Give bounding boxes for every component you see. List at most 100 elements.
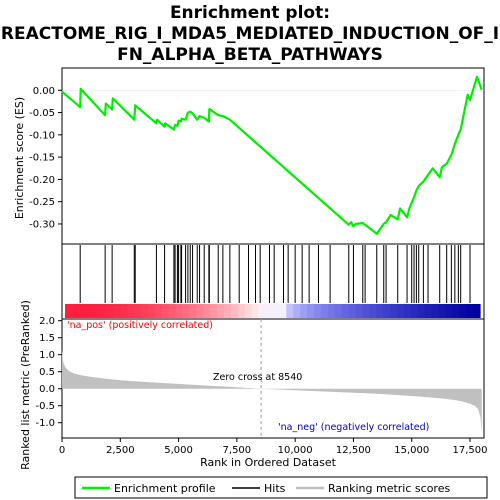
metric-y-tick-label: -1.0 (35, 418, 55, 429)
neg-correlated-label: 'na_neg' (negatively correlated) (278, 422, 429, 433)
es-y-tick-label: 0.00 (33, 86, 55, 97)
metric-y-axis-label: Ranked list metric (PreRanked) (19, 300, 32, 470)
ranking-color-bar-segment (154, 304, 163, 318)
title-line-3: FN_ALPHA_BETA_PATHWAYS (117, 45, 383, 65)
ranking-color-bar-segment (168, 304, 177, 318)
ranking-color-bar-segment (224, 304, 232, 318)
ranking-color-bar-segment (362, 304, 370, 318)
legend-hits-label: Hits (264, 482, 286, 495)
ranking-color-bar-segment (396, 304, 405, 318)
ranking-color-bar-segment (327, 304, 336, 318)
ranking-color-bar-segment (293, 304, 301, 318)
x-axis-label: Rank in Ordered Dataset (200, 456, 337, 469)
es-y-tick-label: -0.10 (29, 130, 55, 141)
es-y-tick-label: -0.15 (29, 153, 55, 164)
ranking-color-bar-segment (92, 304, 101, 318)
ranking-color-bar-segment (390, 304, 398, 318)
ranking-color-bar-segment (65, 304, 73, 318)
ranking-color-bar-segment (403, 304, 412, 318)
es-y-tick-label: -0.30 (29, 219, 55, 230)
ranking-color-bar-segment (417, 304, 426, 318)
ranking-color-bar-segment (341, 304, 350, 318)
ranking-color-bar-segment (369, 304, 377, 318)
ranking-color-bar-segment (196, 304, 204, 318)
ranking-color-bar-segment (127, 304, 135, 318)
x-tick-label: 7,500 (223, 445, 252, 456)
pos-correlated-label: 'na_pos' (positively correlated) (67, 320, 213, 331)
es-y-tick-label: -0.20 (29, 175, 55, 186)
x-tick-label: 5,000 (164, 445, 193, 456)
legend: Enrichment profile Hits Ranking metric s… (74, 476, 488, 499)
ranking-color-bar-segment (237, 304, 246, 318)
ranking-color-bar-segment (355, 304, 364, 318)
ranking-color-bar-segment (230, 304, 239, 318)
x-tick-label: 0 (59, 445, 65, 456)
ranking-color-bar-segment (244, 304, 253, 318)
ranking-color-bar-segment (147, 304, 156, 318)
ranking-color-bar-segment (71, 304, 80, 318)
ranking-color-bar-segment (210, 304, 218, 318)
ranking-color-bar-segment (279, 304, 287, 318)
ranking-color-bar-segment (376, 304, 384, 318)
ranking-color-bar-segment (217, 304, 225, 318)
ranking-color-bar-segment (258, 304, 267, 318)
ranking-color-bar-segment (473, 304, 481, 318)
ranking-color-bar-segment (120, 304, 128, 318)
ranking-color-bar-segment (424, 304, 433, 318)
metric-y-tick-label: 0.5 (39, 367, 55, 378)
ranking-color-bar-segment (85, 304, 94, 318)
ranking-color-bar-segment (286, 304, 294, 318)
ranking-color-bar-segment (348, 304, 357, 318)
zero-cross-label: Zero cross at 8540 (213, 372, 302, 383)
ranking-color-bar-segment (320, 304, 329, 318)
ranking-color-bar-segment (438, 304, 447, 318)
x-tick-label: 12,500 (336, 445, 371, 456)
legend-enrichment-label: Enrichment profile (114, 482, 216, 495)
ranking-color-bar-segment (113, 304, 122, 318)
ranking-color-bar-segment (265, 304, 274, 318)
title-line-1: Enrichment plot: (170, 3, 330, 23)
ranking-color-bar-segment (307, 304, 315, 318)
ranking-color-bar-segment (161, 304, 170, 318)
x-tick-label: 2,500 (106, 445, 135, 456)
x-tick-label: 17,500 (453, 445, 488, 456)
ranking-color-bar-segment (189, 304, 198, 318)
ranking-color-bar-segment (459, 304, 467, 318)
ranking-metric-area (62, 349, 482, 433)
ranking-color-bar-segment (182, 304, 191, 318)
ranking-color-bar-segment (251, 304, 260, 318)
ranking-color-bar-segment (203, 304, 211, 318)
x-tick-label: 10,000 (278, 445, 313, 456)
ranking-color-bar-segment (300, 304, 308, 318)
es-y-axis-label: Enrichment score (ES) (13, 97, 26, 219)
enrichment-panel-frame (61, 67, 485, 245)
ranking-color-bar-segment (99, 304, 108, 318)
ranking-color-bar-segment (106, 304, 115, 318)
legend-frame (74, 476, 488, 499)
ranking-color-bar-segment (466, 304, 474, 318)
ranking-color-bar-segment (78, 304, 87, 318)
enrichment-profile-line (61, 75, 483, 235)
ranking-color-bar-segment (134, 304, 142, 318)
es-y-tick-label: -0.05 (29, 108, 55, 119)
ranking-color-bar-segment (175, 304, 184, 318)
metric-y-tick-label: 2.0 (39, 316, 55, 327)
ranking-color-bar-segment (272, 304, 281, 318)
ranking-color-bar-segment (141, 304, 149, 318)
ranking-color-bar-segment (334, 304, 343, 318)
ranking-color-bar-segment (452, 304, 460, 318)
es-y-tick-label: -0.25 (29, 197, 55, 208)
legend-metric-label: Ranking metric scores (328, 482, 450, 495)
metric-y-tick-label: 1.5 (39, 333, 55, 344)
ranking-color-bar-segment (410, 304, 419, 318)
ranking-color-bar-segment (383, 304, 391, 318)
x-tick-label: 15,000 (394, 445, 429, 456)
ranking-color-bar-segment (313, 304, 322, 318)
metric-y-tick-label: 1.0 (39, 350, 55, 361)
ranking-color-bar-segment (445, 304, 453, 318)
ranking-color-bar-segment (431, 304, 440, 318)
metric-y-tick-label: -0.5 (35, 401, 55, 412)
title-line-2: REACTOME_RIG_I_MDA5_MEDIATED_INDUCTION_O… (1, 24, 499, 44)
metric-y-tick-label: 0.0 (39, 384, 55, 395)
